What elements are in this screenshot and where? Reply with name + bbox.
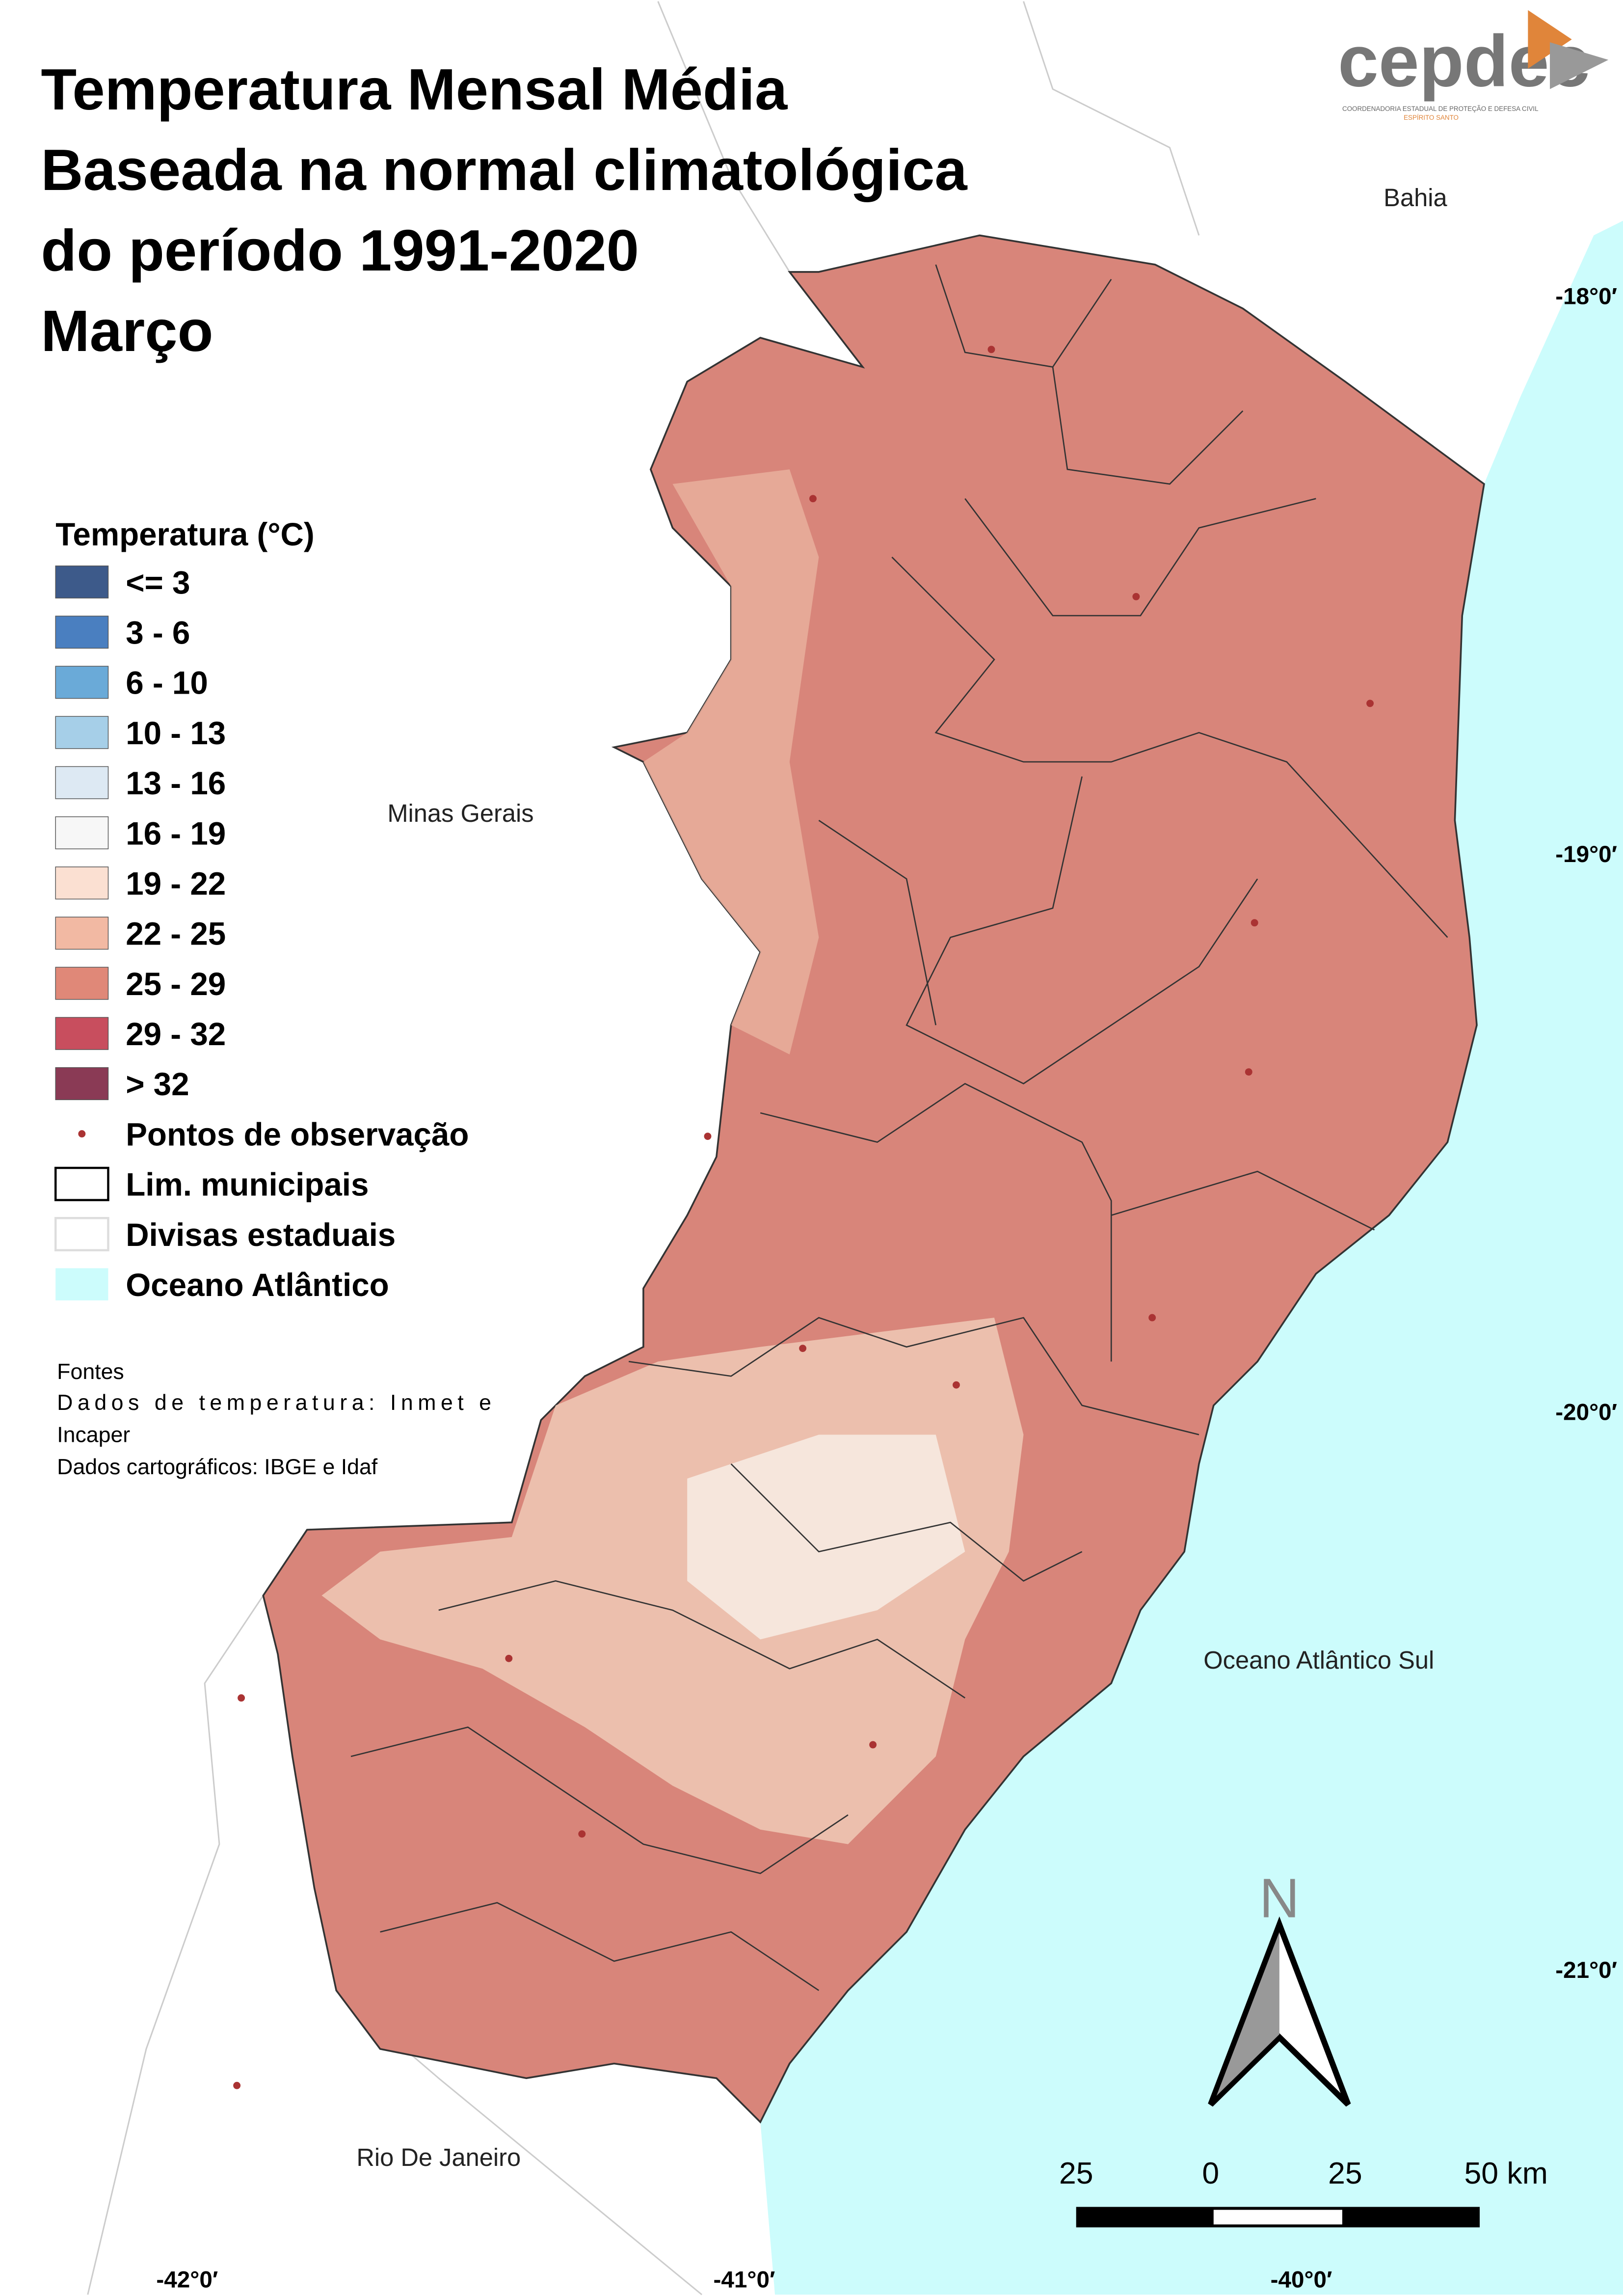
legend-swatch — [55, 816, 109, 849]
scale-label: 25 — [1328, 2156, 1362, 2190]
latitude-label: -20°0′ — [1555, 1400, 1617, 1426]
municipal-limits — [350, 264, 1448, 1991]
cool-zone — [687, 1434, 965, 1640]
legend-swatch — [55, 666, 109, 699]
state-borders — [87, 1, 1200, 2296]
scale-label: 50 km — [1464, 2156, 1547, 2190]
legend-label: Oceano Atlântico — [126, 1267, 389, 1303]
place-label: Minas Gerais — [387, 799, 533, 827]
latitude-label: -21°0′ — [1555, 1957, 1617, 1983]
legend-label: <= 3 — [126, 565, 190, 600]
legend-point-symbol — [78, 1130, 86, 1138]
place-label: Oceano Atlântico Sul — [1203, 1646, 1434, 1674]
legend-label: 22 - 25 — [126, 916, 226, 952]
legend-label: 10 - 13 — [126, 715, 226, 751]
place-label: Bahia — [1384, 184, 1447, 212]
ocean — [760, 220, 1623, 2295]
scale-label: 0 — [1202, 2156, 1219, 2190]
legend-label: Divisas estaduais — [126, 1217, 396, 1253]
latitude-label: -19°0′ — [1555, 841, 1617, 867]
observation-points — [233, 346, 1374, 2089]
legend-label: 19 - 22 — [126, 865, 226, 901]
legend-swatch — [55, 616, 109, 649]
legend-swatch — [55, 566, 109, 599]
legend-swatch — [55, 766, 109, 799]
sources-line: Dados de temperatura: Inmet e — [57, 1391, 491, 1415]
place-label: Rio De Janeiro — [356, 2143, 521, 2171]
logo-arrow-grey — [1550, 42, 1609, 89]
longitude-label: -40°0′ — [1271, 2267, 1332, 2293]
legend-label: 13 - 16 — [126, 765, 226, 801]
legend-ocean-symbol — [55, 1268, 108, 1300]
west-zone — [643, 469, 819, 1054]
legend-label: 3 - 6 — [126, 615, 190, 651]
title-line: Temperatura Mensal Média — [41, 57, 788, 122]
legend-swatch — [55, 866, 109, 900]
legend-limit-symbol — [54, 1166, 109, 1201]
legend-swatch — [55, 917, 109, 950]
title-line: do período 1991-2020 — [41, 218, 639, 283]
longitude-label: -42°0′ — [156, 2267, 218, 2293]
sources-line: Incaper — [57, 1423, 130, 1447]
legend-label: 16 - 19 — [126, 815, 226, 851]
sources-title: Fontes — [57, 1360, 124, 1384]
logo-region: ESPÍRITO SANTO — [1404, 114, 1459, 121]
sources-line: Dados cartográficos: IBGE e Idaf — [57, 1455, 378, 1479]
legend-border-symbol — [54, 1216, 109, 1251]
legend-label: > 32 — [126, 1066, 189, 1102]
scale-bar-segment — [1213, 2210, 1342, 2225]
legend-label: 25 - 29 — [126, 966, 226, 1002]
legend-label: Lim. municipais — [126, 1167, 369, 1203]
legend-title: Temperatura (°C) — [55, 516, 314, 552]
logo-subtitle: COORDENADORIA ESTADUAL DE PROTEÇÃO E DEF… — [1342, 105, 1539, 112]
north-arrow: N — [1208, 1867, 1351, 2107]
legend-label: Pontos de observação — [126, 1116, 469, 1152]
scale-label: 25 — [1059, 2156, 1093, 2190]
title-line: Março — [41, 298, 213, 364]
latitude-label: -18°0′ — [1555, 283, 1617, 309]
legend-swatch — [55, 1067, 109, 1100]
logo-arrow — [1528, 10, 1572, 69]
legend-swatch — [55, 1017, 109, 1050]
longitude-label: -41°0′ — [714, 2267, 775, 2293]
legend-label: 29 - 32 — [126, 1016, 226, 1052]
legend-swatch — [55, 967, 109, 1000]
logo: cepdec COORDENADORIA ESTADUAL DE PROTEÇÃ… — [1338, 10, 1609, 121]
legend-swatch — [55, 716, 109, 749]
title-line: Baseada na normal climatológica — [41, 137, 968, 203]
legend-label: 6 - 10 — [126, 665, 208, 701]
